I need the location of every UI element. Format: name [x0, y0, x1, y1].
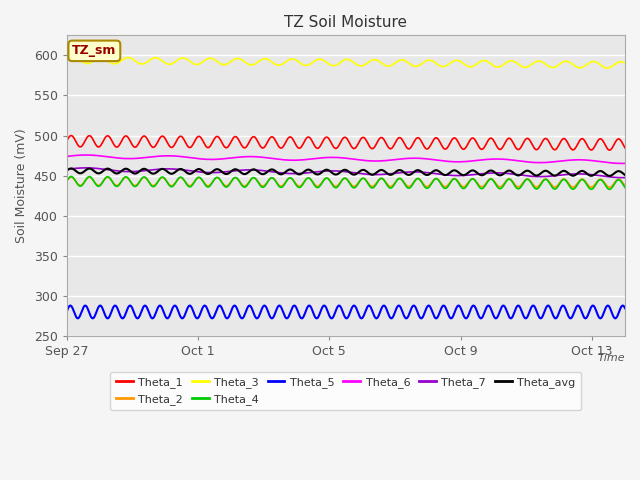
Theta_2	[177, 175, 184, 180]
Theta_3	[490, 63, 498, 69]
Theta_6	[621, 160, 629, 166]
Theta_4	[177, 174, 184, 180]
Theta_5	[171, 303, 179, 309]
Theta_3	[63, 57, 70, 63]
Theta_5	[353, 307, 361, 313]
Theta_7	[127, 168, 135, 174]
Theta_1	[400, 139, 408, 145]
Theta_7	[400, 169, 408, 175]
Theta_3	[139, 61, 147, 67]
Theta_1	[127, 140, 135, 145]
Theta_1	[63, 138, 70, 144]
Theta_avg	[605, 173, 613, 179]
Theta_avg	[139, 166, 147, 172]
Theta_6	[139, 155, 147, 161]
Theta_1	[605, 147, 613, 153]
Theta_7	[139, 168, 147, 174]
Theta_6	[490, 156, 498, 162]
Theta_4	[353, 183, 360, 189]
Text: Time: Time	[597, 352, 625, 362]
Theta_4	[400, 180, 408, 185]
Theta_7	[490, 170, 498, 176]
Theta_4	[621, 185, 629, 191]
Theta_1	[139, 134, 147, 140]
Line: Theta_3: Theta_3	[67, 57, 625, 68]
Line: Theta_5: Theta_5	[67, 306, 625, 318]
Theta_avg	[490, 169, 498, 175]
Theta_7	[353, 170, 360, 176]
Theta_3	[400, 57, 408, 63]
Theta_3	[621, 60, 629, 66]
Theta_4	[490, 179, 498, 185]
Theta_2	[490, 178, 498, 184]
Theta_6	[63, 154, 70, 159]
Theta_7	[63, 167, 70, 172]
Theta_2	[139, 175, 147, 181]
Theta_4	[139, 175, 147, 180]
Theta_6	[127, 156, 135, 161]
Theta_5	[621, 305, 629, 311]
Theta_4	[63, 179, 70, 184]
Theta_6	[82, 152, 90, 158]
Theta_6	[353, 156, 360, 162]
Theta_4	[605, 187, 613, 192]
Theta_avg	[63, 168, 70, 174]
Theta_6	[618, 160, 626, 166]
Theta_6	[177, 154, 184, 159]
Theta_2	[63, 179, 70, 184]
Theta_5	[138, 307, 146, 313]
Line: Theta_7: Theta_7	[67, 168, 625, 178]
Line: Theta_4: Theta_4	[67, 177, 625, 190]
Theta_4	[68, 174, 76, 180]
Theta_5	[401, 313, 408, 319]
Theta_3	[177, 56, 184, 61]
Theta_2	[68, 174, 76, 180]
Theta_7	[621, 175, 629, 180]
Theta_1	[177, 133, 184, 139]
Theta_7	[82, 165, 90, 171]
Line: Theta_6: Theta_6	[67, 155, 625, 163]
Legend: Theta_1, Theta_2, Theta_3, Theta_4, Theta_5, Theta_6, Theta_7, Theta_avg: Theta_1, Theta_2, Theta_3, Theta_4, Thet…	[111, 372, 581, 410]
Theta_3	[127, 55, 135, 61]
Theta_4	[127, 180, 135, 185]
Theta_1	[490, 138, 498, 144]
Theta_avg	[621, 172, 629, 178]
Theta_5	[63, 309, 70, 315]
Y-axis label: Soil Moisture (mV): Soil Moisture (mV)	[15, 128, 28, 243]
Theta_avg	[177, 166, 184, 172]
Theta_2	[127, 180, 135, 185]
Line: Theta_avg: Theta_avg	[67, 168, 625, 176]
Title: TZ Soil Moisture: TZ Soil Moisture	[284, 15, 407, 30]
Theta_7	[177, 167, 184, 172]
Theta_5	[491, 315, 499, 321]
Theta_5	[313, 315, 321, 321]
Line: Theta_2: Theta_2	[67, 177, 625, 187]
Theta_2	[353, 182, 360, 188]
Theta_avg	[68, 166, 76, 171]
Theta_7	[618, 175, 626, 180]
Theta_3	[70, 54, 77, 60]
Theta_5	[127, 303, 134, 309]
Theta_6	[400, 156, 408, 162]
Theta_3	[604, 65, 611, 71]
Line: Theta_1: Theta_1	[67, 136, 625, 150]
Theta_3	[353, 61, 360, 67]
Theta_2	[400, 179, 408, 185]
Theta_avg	[127, 168, 135, 174]
Text: TZ_sm: TZ_sm	[72, 44, 116, 57]
Theta_5	[177, 313, 184, 319]
Theta_avg	[353, 171, 360, 177]
Theta_2	[605, 184, 613, 190]
Theta_2	[621, 183, 629, 189]
Theta_1	[353, 144, 360, 150]
Theta_1	[621, 145, 629, 151]
Theta_1	[68, 133, 76, 139]
Theta_avg	[400, 169, 408, 175]
